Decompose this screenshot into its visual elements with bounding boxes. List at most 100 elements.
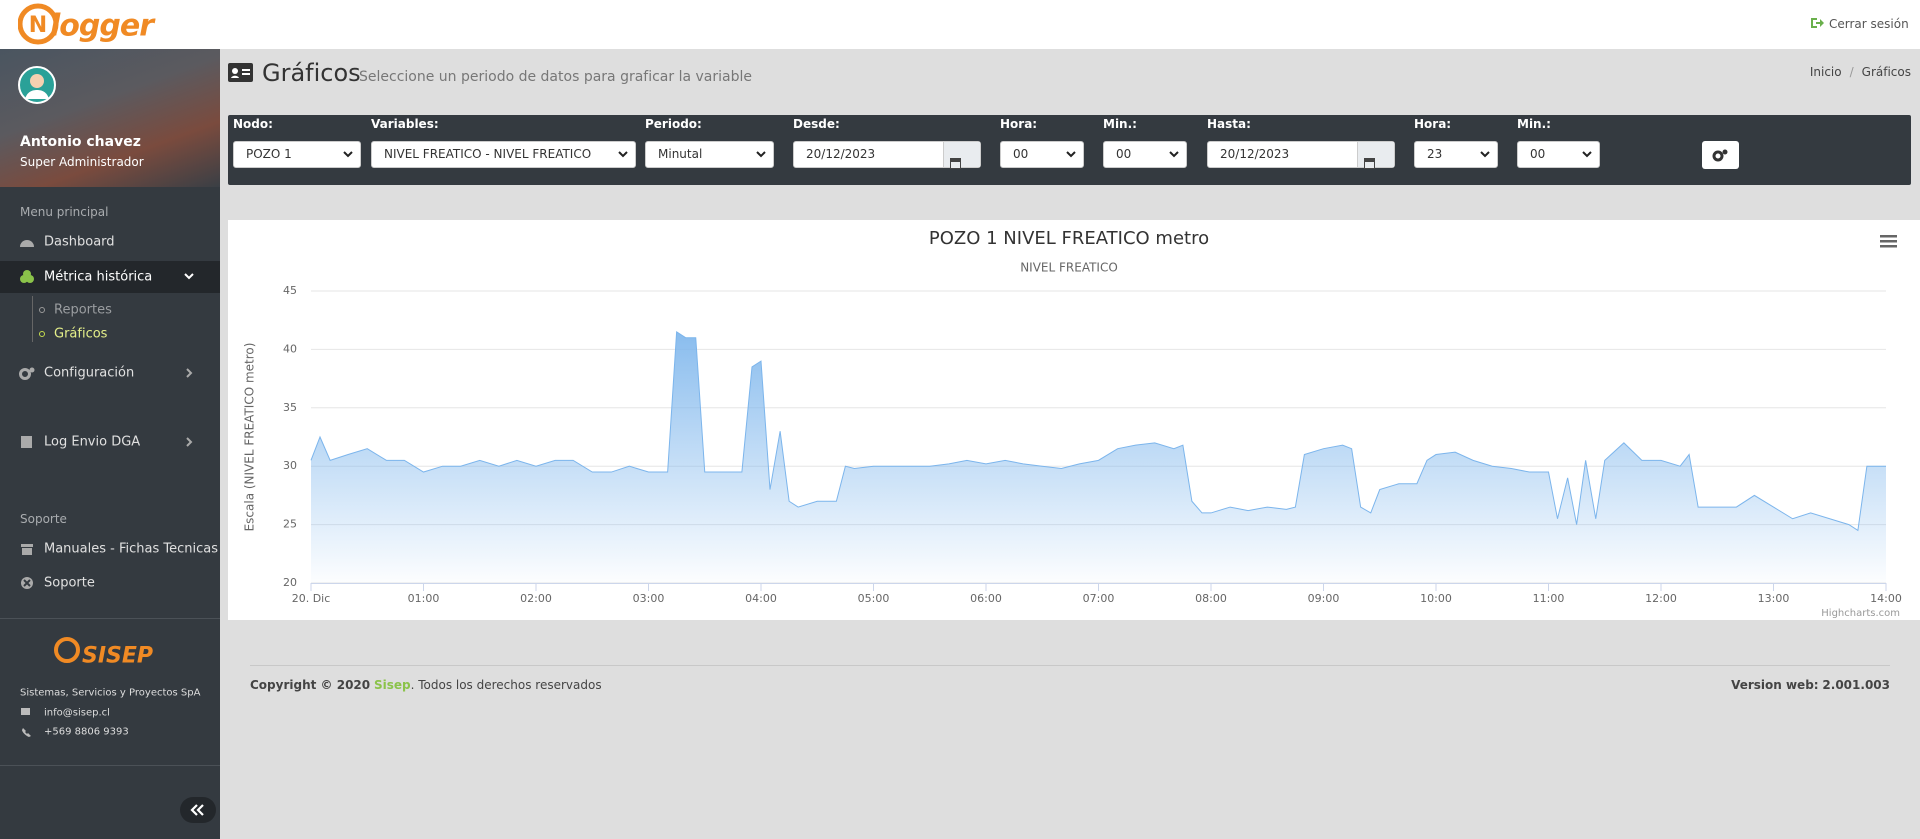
company-phone: +569 8806 9393 bbox=[44, 726, 129, 738]
separator bbox=[0, 618, 220, 619]
field-label: Variables: bbox=[371, 117, 439, 131]
config-icon bbox=[19, 367, 35, 380]
dashboard-icon bbox=[20, 240, 34, 247]
breadcrumb-item[interactable]: Gráficos bbox=[1861, 65, 1911, 79]
logout-link[interactable]: Cerrar sesión bbox=[1829, 17, 1909, 31]
y-tick-label: 30 bbox=[283, 459, 297, 472]
x-tick-label: 06:00 bbox=[970, 592, 1002, 605]
collapse-icon bbox=[190, 804, 204, 816]
date-input[interactable]: 20/12/2023 bbox=[793, 141, 981, 169]
x-tick-label: 12:00 bbox=[1645, 592, 1677, 605]
footer-version: Version web: 2.001.003 bbox=[1731, 678, 1890, 692]
dropdown-arrow bbox=[1480, 151, 1490, 158]
field-value: 23 bbox=[1427, 147, 1443, 161]
company-email: info@sisep.cl bbox=[44, 707, 110, 719]
calendar-icon bbox=[950, 158, 961, 169]
company-link[interactable]: Sisep bbox=[373, 678, 411, 692]
chevron-down bbox=[184, 273, 194, 280]
field-value: Minutal bbox=[658, 147, 703, 161]
x-tick-label: 04:00 bbox=[745, 592, 777, 605]
select[interactable]: POZO 1 bbox=[233, 141, 361, 168]
select[interactable]: 00 bbox=[1517, 141, 1600, 168]
submenu-item[interactable]: Reportes bbox=[54, 302, 112, 318]
collapse-button[interactable] bbox=[180, 797, 216, 823]
select[interactable]: NIVEL FREATICO - NIVEL FREATICO bbox=[371, 141, 636, 168]
y-tick-label: 20 bbox=[283, 576, 297, 589]
calendar-icon bbox=[1364, 158, 1375, 169]
sidebar: Antonio chavez Super Administrador Menu … bbox=[0, 49, 220, 839]
page-title: Gráficos bbox=[262, 59, 361, 87]
x-tick-label: 05:00 bbox=[858, 592, 890, 605]
settings-icon bbox=[1712, 149, 1728, 162]
y-tick-label: 40 bbox=[283, 342, 297, 355]
support-item[interactable]: Soporte bbox=[44, 575, 95, 591]
chart-credits[interactable]: Highcharts.com bbox=[1821, 608, 1900, 619]
x-tick-label: 10:00 bbox=[1420, 592, 1452, 605]
select[interactable]: 00 bbox=[1103, 141, 1187, 168]
calendar-button[interactable] bbox=[943, 142, 980, 169]
settings-button[interactable] bbox=[1702, 141, 1739, 169]
menu-item[interactable]: Configuración bbox=[44, 365, 135, 381]
metric-icon bbox=[20, 270, 34, 283]
x-tick-label: 03:00 bbox=[633, 592, 665, 605]
menu-item-active[interactable] bbox=[0, 261, 220, 293]
y-tick-label: 45 bbox=[283, 284, 297, 297]
select[interactable]: 23 bbox=[1414, 141, 1498, 168]
logout-icon bbox=[1811, 18, 1824, 28]
user-role: Super Administrador bbox=[20, 155, 144, 169]
breadcrumb-item[interactable]: Inicio bbox=[1809, 65, 1842, 79]
menu-title: Menu principal bbox=[20, 205, 109, 219]
field-label: Hora: bbox=[1414, 117, 1452, 131]
menu-item[interactable]: Log Envio DGA bbox=[44, 434, 141, 450]
support-item[interactable]: Manuales - Fichas Tecnicas bbox=[44, 541, 218, 557]
separator bbox=[0, 765, 220, 766]
field-label: Min.: bbox=[1517, 117, 1551, 131]
footer-line bbox=[250, 665, 1890, 666]
avatar bbox=[18, 66, 56, 104]
x-tick-label: 09:00 bbox=[1308, 592, 1340, 605]
support-icon bbox=[21, 577, 33, 589]
company-icon bbox=[54, 637, 80, 663]
user-name: Antonio chavez bbox=[20, 134, 141, 150]
x-tick-label: 01:00 bbox=[408, 592, 440, 605]
svg-text:N: N bbox=[29, 13, 47, 38]
menu-item[interactable]: Métrica histórica bbox=[44, 269, 153, 285]
manual-icon bbox=[21, 544, 33, 555]
footer-copyright: Copyright © 2020 Sisep. Todos los derech… bbox=[250, 678, 602, 692]
field-value: 20/12/2023 bbox=[1220, 147, 1290, 161]
chevron-right bbox=[186, 437, 193, 447]
bullet bbox=[39, 331, 45, 337]
field-label: Min.: bbox=[1103, 117, 1137, 131]
page-subtitle: Seleccione un periodo de datos para graf… bbox=[359, 69, 752, 85]
y-axis-title: Escala (NIVEL FREATICO metro) bbox=[243, 343, 257, 532]
chart-subtitle: NIVEL FREATICO bbox=[1020, 261, 1118, 275]
dropdown-arrow bbox=[618, 151, 628, 158]
calendar-button[interactable] bbox=[1357, 142, 1394, 169]
field-value: 20/12/2023 bbox=[806, 147, 876, 161]
rights: . Todos los derechos reservados bbox=[410, 678, 602, 692]
brand: logger bbox=[50, 8, 154, 44]
header: N logger Cerrar sesión bbox=[0, 0, 1920, 49]
chart-title: POZO 1 NIVEL FREATICO metro bbox=[929, 228, 1209, 249]
copyright: Copyright © 2020 bbox=[250, 678, 371, 692]
x-tick-label: 14:00 bbox=[1870, 592, 1902, 605]
submenu-item[interactable]: Gráficos bbox=[54, 326, 108, 342]
x-tick-label: 08:00 bbox=[1195, 592, 1227, 605]
x-tick-label: 11:00 bbox=[1533, 592, 1565, 605]
field-label: Nodo: bbox=[233, 117, 273, 131]
field-value: 00 bbox=[1116, 147, 1132, 161]
menu-item[interactable]: Dashboard bbox=[44, 234, 115, 250]
select[interactable]: Minutal bbox=[645, 141, 774, 168]
version: 2.001.003 bbox=[1822, 678, 1890, 692]
select[interactable]: 00 bbox=[1000, 141, 1084, 168]
dropdown-arrow bbox=[756, 151, 766, 158]
support-title: Soporte bbox=[20, 512, 67, 526]
tree-line bbox=[32, 296, 33, 342]
y-tick-label: 35 bbox=[283, 401, 297, 414]
dropdown-arrow bbox=[1582, 151, 1592, 158]
export-menu[interactable] bbox=[1880, 235, 1897, 248]
date-input[interactable]: 20/12/2023 bbox=[1207, 141, 1395, 169]
dropdown-arrow bbox=[1169, 151, 1179, 158]
field-value: 00 bbox=[1013, 147, 1029, 161]
